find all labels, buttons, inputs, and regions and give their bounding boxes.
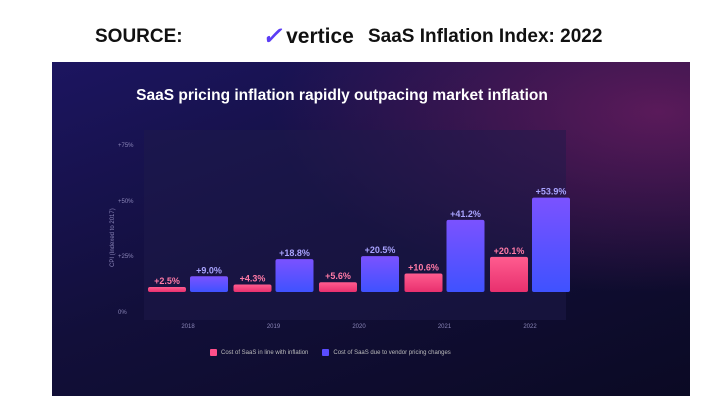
data-label: +41.2% (450, 209, 481, 219)
data-label: +5.6% (325, 271, 351, 281)
x-tick-label: 2020 (352, 324, 366, 330)
data-label: +18.8% (279, 248, 310, 258)
bar-vendor (361, 256, 399, 292)
bar-vendor (275, 259, 314, 292)
legend-item-inflation: Cost of SaaS in line with inflation (210, 349, 308, 356)
data-label: +53.9% (536, 187, 567, 197)
x-tick-label: 2022 (523, 324, 537, 330)
y-tick-label: +75% (118, 143, 134, 149)
legend: Cost of SaaS in line with inflation Cost… (210, 349, 451, 356)
check-icon: ✓ (262, 23, 283, 50)
bar-inflation (233, 284, 272, 292)
logo-text: vertice (286, 24, 354, 48)
report-title: SaaS Inflation Index: 2022 (368, 26, 603, 47)
y-tick-label: 0% (118, 310, 127, 316)
data-label: +9.0% (196, 265, 222, 275)
bar-inflation (148, 287, 186, 292)
bar-inflation (319, 282, 357, 292)
data-label: +20.5% (365, 245, 396, 255)
x-tick-label: 2021 (438, 324, 452, 330)
data-label: +4.3% (240, 273, 266, 283)
bar-vendor (446, 219, 485, 292)
bar-inflation (490, 256, 528, 292)
chart-title: SaaS pricing inflation rapidly outpacing… (136, 87, 548, 104)
bar-vendor (190, 276, 228, 292)
y-axis-label: CPI (Indexed to 2017) (110, 208, 116, 267)
bar-vendor (532, 197, 570, 292)
source-label: SOURCE: (95, 26, 183, 47)
vertice-logo: ✓ vertice (262, 22, 354, 51)
chart-panel: SaaS pricing inflation rapidly outpacing… (52, 62, 690, 396)
x-tick-label: 2019 (267, 324, 281, 330)
data-label: +10.6% (408, 262, 439, 272)
data-label: +20.1% (494, 246, 525, 256)
y-tick-label: +50% (118, 199, 134, 205)
y-tick-label: +25% (118, 254, 134, 260)
x-tick-label: 2018 (181, 324, 195, 330)
bar-chart: 0% +25% +50% +75% CPI (Indexed to 2017) 2018 +… (110, 130, 570, 330)
legend-item-vendor: Cost of SaaS due to vendor pricing chang… (322, 349, 451, 356)
data-label: +2.5% (154, 276, 180, 286)
bar-inflation (404, 273, 443, 292)
